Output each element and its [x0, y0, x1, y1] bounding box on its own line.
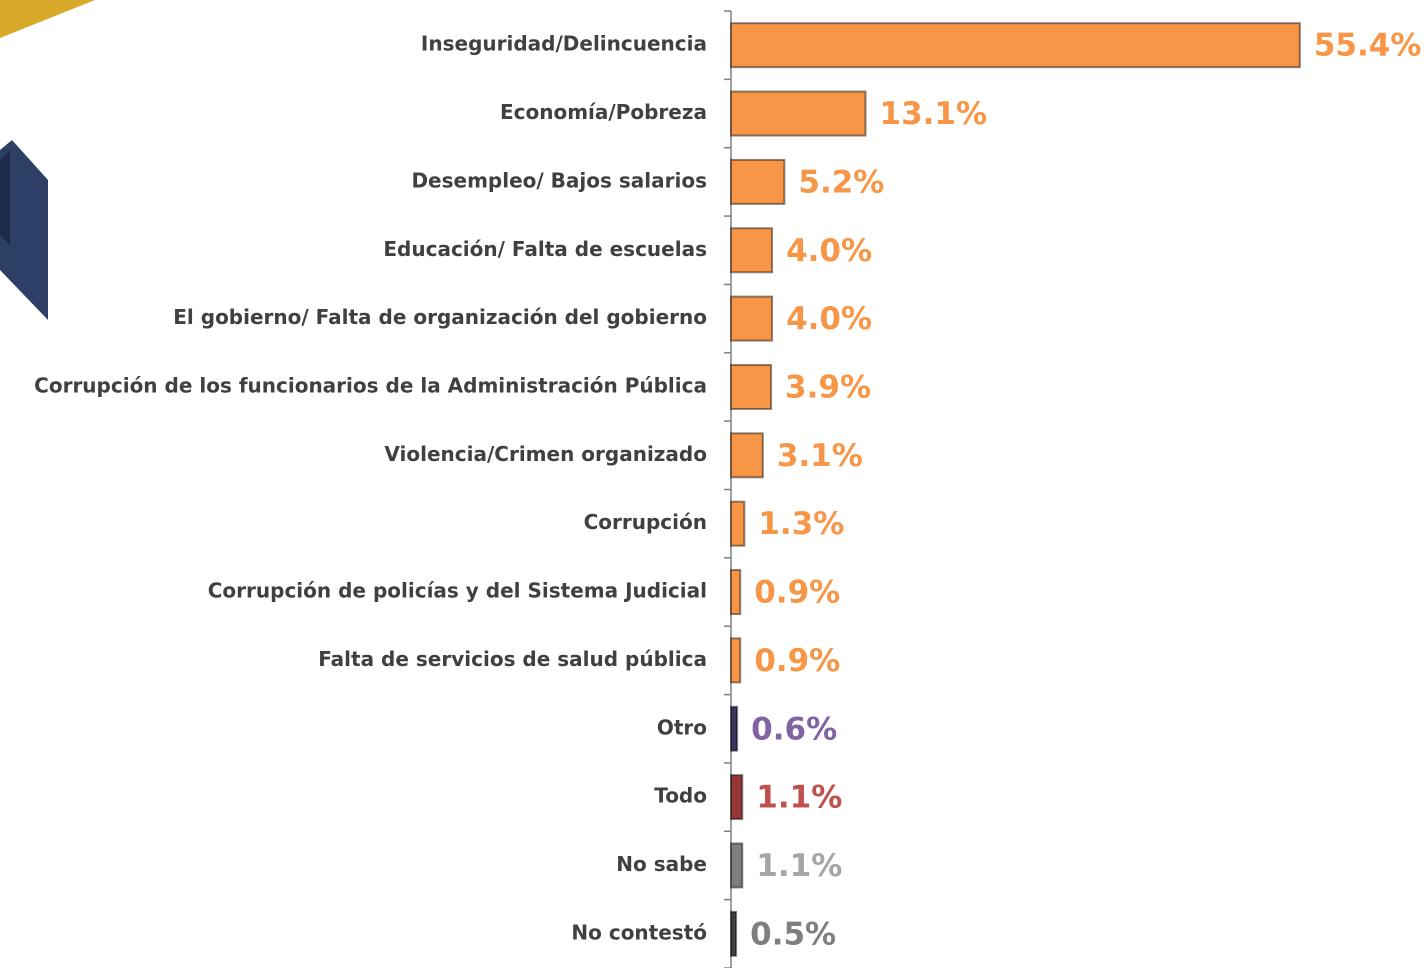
decoration: [0, 150, 10, 245]
bar: [731, 570, 740, 614]
category-label: No sabe: [616, 852, 707, 876]
category-label: Corrupción: [584, 510, 707, 534]
decoration: [0, 0, 95, 38]
bar: [731, 707, 737, 751]
bar: [731, 228, 772, 272]
bar: [731, 912, 736, 956]
value-label: 1.3%: [758, 506, 844, 542]
value-label: 1.1%: [756, 780, 842, 816]
bar: [731, 92, 866, 136]
page: {"chart_data": {"type": "hbar", "categor…: [0, 0, 1424, 968]
category-label: Economía/Pobreza: [500, 100, 707, 124]
value-label: 55.4%: [1314, 28, 1422, 64]
category-label: Corrupción de los funcionarios de la Adm…: [34, 373, 707, 397]
value-label: 0.6%: [751, 711, 837, 747]
bar: [731, 433, 763, 477]
category-label: Violencia/Crimen organizado: [384, 442, 707, 466]
category-label: Otro: [657, 715, 707, 739]
chart: Inseguridad/Delincuencia 55.4% Economía/Po…: [0, 0, 1424, 968]
value-label: 4.0%: [786, 301, 872, 337]
bar: [731, 297, 772, 341]
category-label: No contestó: [571, 920, 707, 944]
bar: [731, 23, 1300, 67]
value-label: 3.9%: [785, 369, 871, 405]
category-label: Educación/ Falta de escuelas: [383, 237, 707, 261]
bar: [731, 160, 784, 204]
bar: [731, 843, 742, 887]
value-label: 5.2%: [798, 164, 884, 200]
bar: [731, 638, 740, 682]
value-label: 1.1%: [756, 848, 842, 884]
bar: [731, 365, 771, 409]
value-label: 4.0%: [786, 233, 872, 269]
value-label: 0.9%: [754, 643, 840, 679]
value-label: 0.5%: [750, 916, 836, 952]
category-label: Inseguridad/Delincuencia: [421, 32, 707, 56]
value-label: 13.1%: [880, 96, 988, 132]
category-label: El gobierno/ Falta de organización del g…: [173, 305, 707, 329]
category-label: Corrupción de policías y del Sistema Jud…: [208, 579, 707, 603]
bar: [731, 502, 744, 546]
category-label: Todo: [654, 784, 707, 808]
value-label: 3.1%: [777, 438, 863, 474]
value-label: 0.9%: [754, 575, 840, 611]
category-label: Falta de servicios de salud pública: [318, 647, 707, 671]
category-label: Desempleo/ Bajos salarios: [411, 168, 707, 192]
bar: [731, 775, 742, 819]
